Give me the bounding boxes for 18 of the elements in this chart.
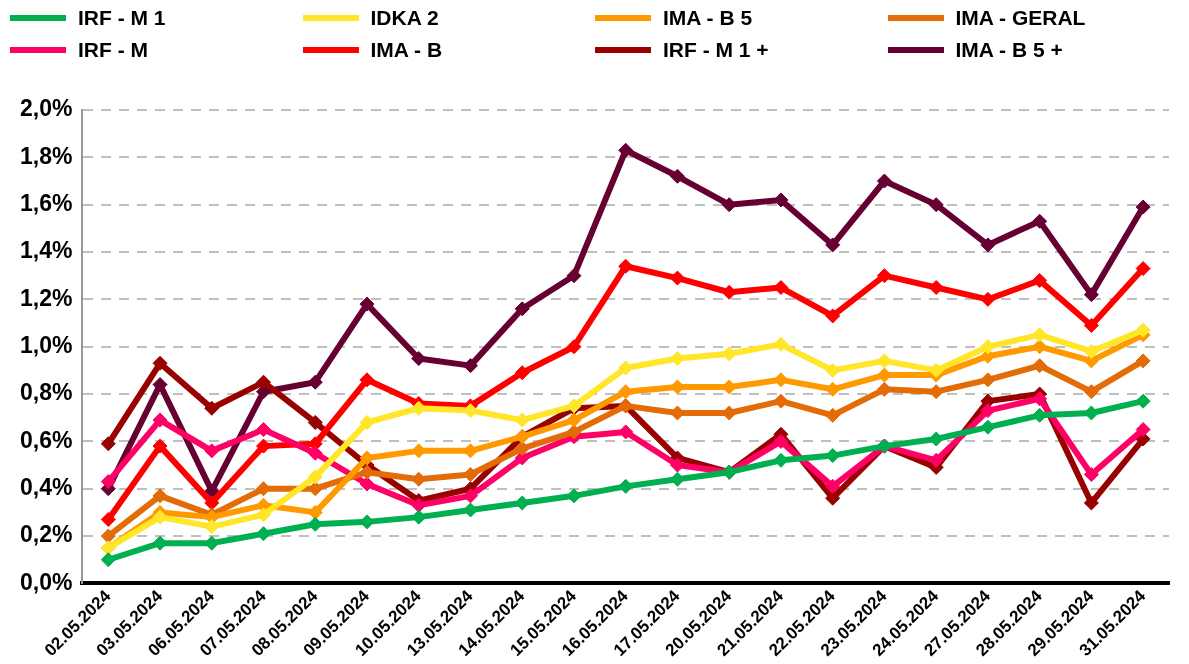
y-tick-label: 0,4%: [19, 474, 73, 501]
y-tick-label: 0,2%: [19, 521, 73, 548]
y-tick-label: 2,0%: [19, 95, 73, 122]
y-tick-label: 0,8%: [19, 379, 73, 406]
y-tick-label: 1,6%: [19, 190, 73, 217]
legend-label: IMA - GERAL: [955, 6, 1086, 30]
y-tick-label: 1,8%: [19, 142, 73, 169]
legend-label: IRF - M 1 +: [663, 38, 769, 62]
y-tick-label: 1,2%: [19, 284, 73, 311]
y-tick-label: 1,0%: [19, 332, 73, 359]
legend-label: IMA - B: [370, 38, 443, 62]
legend-label: IMA - B 5: [663, 6, 753, 30]
y-tick-label: 1,4%: [19, 237, 73, 264]
y-tick-label: 0,6%: [19, 426, 73, 453]
legend-label: IMA - B 5 +: [955, 38, 1063, 62]
legend-label: IRF - M 1: [78, 6, 166, 30]
legend-label: IRF - M: [78, 38, 148, 62]
legend-label: IDKA 2: [370, 6, 439, 30]
